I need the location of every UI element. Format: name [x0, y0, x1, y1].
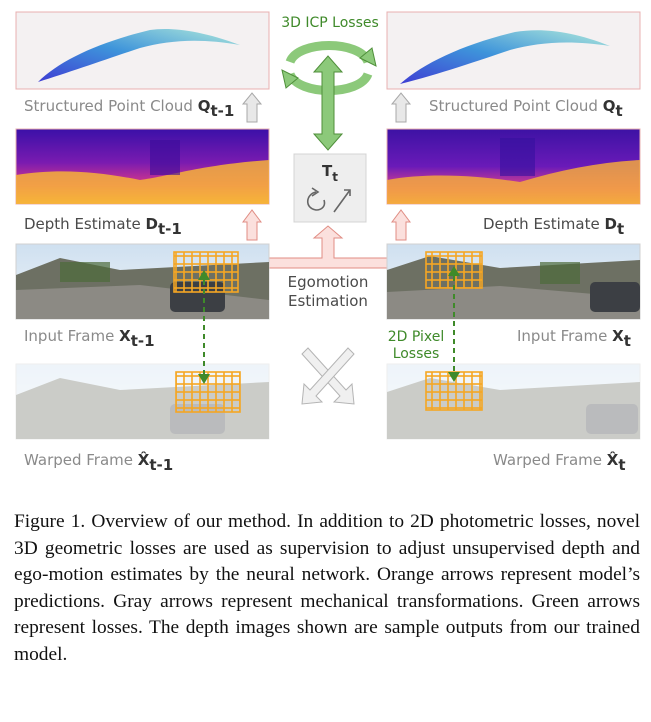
mechanical-arrow-up-left — [241, 92, 263, 123]
input-right-label: Input Frame Xt — [517, 327, 631, 350]
pixel-grid-input-left — [173, 251, 239, 293]
pixel-losses-label-line1: 2D Pixel — [388, 329, 445, 345]
depth-right-label: Depth Estimate Dt — [483, 215, 624, 238]
pixel-loss-arrow-right — [448, 266, 460, 382]
point-cloud-left-panel — [15, 11, 270, 90]
icp-losses-label: 3D ICP Losses — [281, 15, 379, 31]
warped-left-label: Warped Frame X̂t-1 — [24, 450, 173, 474]
overview-diagram: Structured Point Cloud Qt-1 Structured P… — [15, 11, 641, 474]
pixel-grid-warped-left — [175, 371, 241, 413]
transform-label: Tt — [322, 162, 338, 184]
transform-box: Tt — [293, 153, 367, 223]
warped-right-label: Warped Frame X̂t — [493, 450, 626, 474]
pixel-losses-label-line2: Losses — [393, 346, 440, 362]
figure-caption: Figure 1. Overview of our method. In add… — [14, 511, 640, 665]
depth-right-panel — [386, 128, 641, 205]
egomotion-label-line2: Estimation — [288, 292, 368, 310]
pc-left-label: Structured Point Cloud Qt-1 — [24, 97, 234, 120]
prediction-arrow-up-left — [242, 209, 262, 241]
warp-cross-arrows — [301, 347, 355, 405]
mechanical-arrow-up-right — [390, 92, 412, 123]
depth-left-label: Depth Estimate Dt-1 — [24, 215, 182, 238]
depth-left-panel — [15, 128, 270, 205]
prediction-arrow-up-right — [391, 209, 411, 241]
pixel-loss-arrow-left — [198, 270, 210, 384]
input-left-label: Input Frame Xt-1 — [24, 327, 155, 350]
warped-frame-right — [386, 363, 641, 440]
loss-arrow-vertical — [312, 55, 344, 151]
point-cloud-right-panel — [386, 11, 641, 90]
egomotion-prediction-arrow — [268, 225, 388, 269]
egomotion-label-line1: Egomotion — [288, 273, 369, 291]
pc-right-label: Structured Point Cloud Qt — [429, 97, 623, 120]
input-frame-right — [386, 243, 641, 320]
